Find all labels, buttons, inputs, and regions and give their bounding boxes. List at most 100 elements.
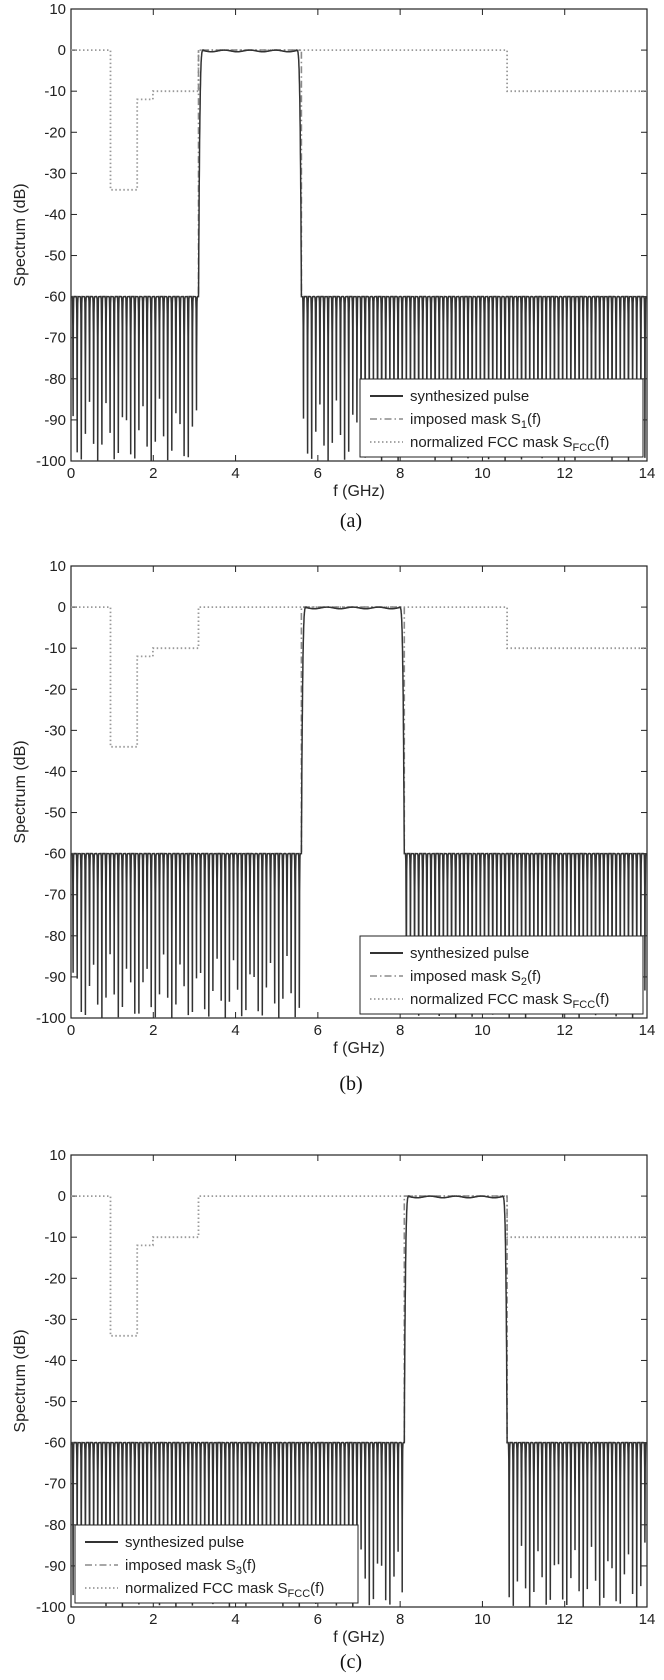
plot-frame [70, 8, 648, 462]
legend-box [74, 1524, 359, 1604]
panel-caption: (c) [340, 1651, 362, 1673]
legend-box [359, 935, 644, 1015]
legend-label: imposed mask S3(f) [125, 1557, 256, 1577]
legend-label: synthesized pulse [410, 388, 529, 405]
y-tick-label: -50 [44, 248, 66, 265]
imposed-mask-line [71, 606, 647, 855]
y-tick-label: -40 [44, 1352, 66, 1369]
legend: synthesized pulse imposed mask S3(f) norma… [74, 1524, 359, 1604]
imposed-mask-line [71, 49, 647, 298]
fcc-mask-line [71, 49, 647, 191]
x-tick-label: 6 [314, 1022, 322, 1039]
y-tick-label: -100 [36, 453, 66, 470]
plot-frame [70, 1154, 648, 1608]
y-tick-label: -90 [44, 969, 66, 986]
legend-label: normalized FCC mask SFCC(f) [410, 991, 609, 1011]
fcc-mask-line [71, 1195, 647, 1337]
legend-label: synthesized pulse [125, 1534, 244, 1551]
x-tick-label: 4 [231, 465, 239, 482]
x-tick-label: 2 [149, 1611, 157, 1628]
legend-label: imposed mask S2(f) [410, 968, 541, 988]
y-tick-label: 0 [58, 42, 66, 59]
x-tick-label: 12 [556, 465, 573, 482]
y-axis-label: Spectrum (dB) [12, 1329, 29, 1432]
x-tick-label: 6 [314, 465, 322, 482]
x-tick-label: 14 [639, 465, 656, 482]
legend-label: imposed mask S1(f) [410, 411, 541, 431]
y-tick-label: 10 [49, 1, 66, 18]
x-tick-label: 0 [67, 465, 75, 482]
y-tick-label: -30 [44, 165, 66, 182]
y-tick-label: -80 [44, 928, 66, 945]
y-tick-label: -70 [44, 1476, 66, 1493]
x-tick-label: 0 [67, 1022, 75, 1039]
x-tick-label: 10 [474, 465, 491, 482]
plot-area [71, 1195, 647, 1607]
y-tick-label: 10 [49, 558, 66, 575]
y-tick-label: -30 [44, 722, 66, 739]
y-tick-label: -50 [44, 805, 66, 822]
y-tick-label: -80 [44, 1517, 66, 1534]
y-tick-label: -30 [44, 1311, 66, 1328]
x-tick-label: 2 [149, 465, 157, 482]
x-tick-label: 10 [474, 1611, 491, 1628]
legend: synthesized pulse imposed mask S1(f) norma… [359, 378, 644, 458]
y-tick-label: -90 [44, 1558, 66, 1575]
legend-box [359, 378, 644, 458]
x-tick-label: 8 [396, 465, 404, 482]
x-tick-label: 10 [474, 1022, 491, 1039]
y-tick-label: -10 [44, 1229, 66, 1246]
y-tick-label: -60 [44, 846, 66, 863]
legend-label: normalized FCC mask SFCC(f) [125, 1580, 324, 1600]
y-tick-label: -40 [44, 206, 66, 223]
y-tick-label: -10 [44, 83, 66, 100]
x-tick-label: 14 [639, 1022, 656, 1039]
y-tick-label: -20 [44, 1270, 66, 1287]
panel-caption: (a) [340, 510, 362, 532]
x-tick-label: 6 [314, 1611, 322, 1628]
plot-frame [70, 565, 648, 1019]
plot-area [71, 49, 647, 461]
y-tick-label: -80 [44, 371, 66, 388]
legend-label: synthesized pulse [410, 945, 529, 962]
y-tick-label: -70 [44, 330, 66, 347]
y-tick-label: -20 [44, 681, 66, 698]
y-tick-label: -90 [44, 412, 66, 429]
y-tick-label: 0 [58, 1188, 66, 1205]
fcc-mask-line [71, 606, 647, 748]
y-tick-label: -60 [44, 289, 66, 306]
x-tick-label: 4 [231, 1022, 239, 1039]
x-axis-label: f (GHz) [333, 1629, 385, 1646]
y-tick-label: 10 [49, 1147, 66, 1164]
x-axis-label: f (GHz) [333, 1040, 385, 1057]
x-tick-label: 8 [396, 1022, 404, 1039]
x-tick-label: 4 [231, 1611, 239, 1628]
y-tick-label: -100 [36, 1599, 66, 1616]
synthesized-pulse-line [71, 1195, 647, 1607]
y-tick-label: -10 [44, 640, 66, 657]
x-tick-label: 8 [396, 1611, 404, 1628]
plot-area [71, 606, 647, 1018]
y-tick-label: 0 [58, 599, 66, 616]
x-tick-label: 14 [639, 1611, 656, 1628]
imposed-mask-line [71, 1195, 647, 1444]
y-axis-label: Spectrum (dB) [12, 740, 29, 843]
y-tick-label: -50 [44, 1394, 66, 1411]
y-tick-label: -40 [44, 763, 66, 780]
y-axis-label: Spectrum (dB) [12, 183, 29, 286]
y-tick-label: -70 [44, 887, 66, 904]
panel-caption: (b) [339, 1073, 362, 1095]
legend: synthesized pulse imposed mask S2(f) norma… [359, 935, 644, 1015]
synthesized-pulse-line [71, 606, 647, 1018]
x-tick-label: 0 [67, 1611, 75, 1628]
y-tick-label: -60 [44, 1435, 66, 1452]
synthesized-pulse-line [71, 49, 647, 461]
y-tick-label: -20 [44, 124, 66, 141]
y-tick-label: -100 [36, 1010, 66, 1027]
x-axis-label: f (GHz) [333, 483, 385, 500]
x-tick-label: 2 [149, 1022, 157, 1039]
